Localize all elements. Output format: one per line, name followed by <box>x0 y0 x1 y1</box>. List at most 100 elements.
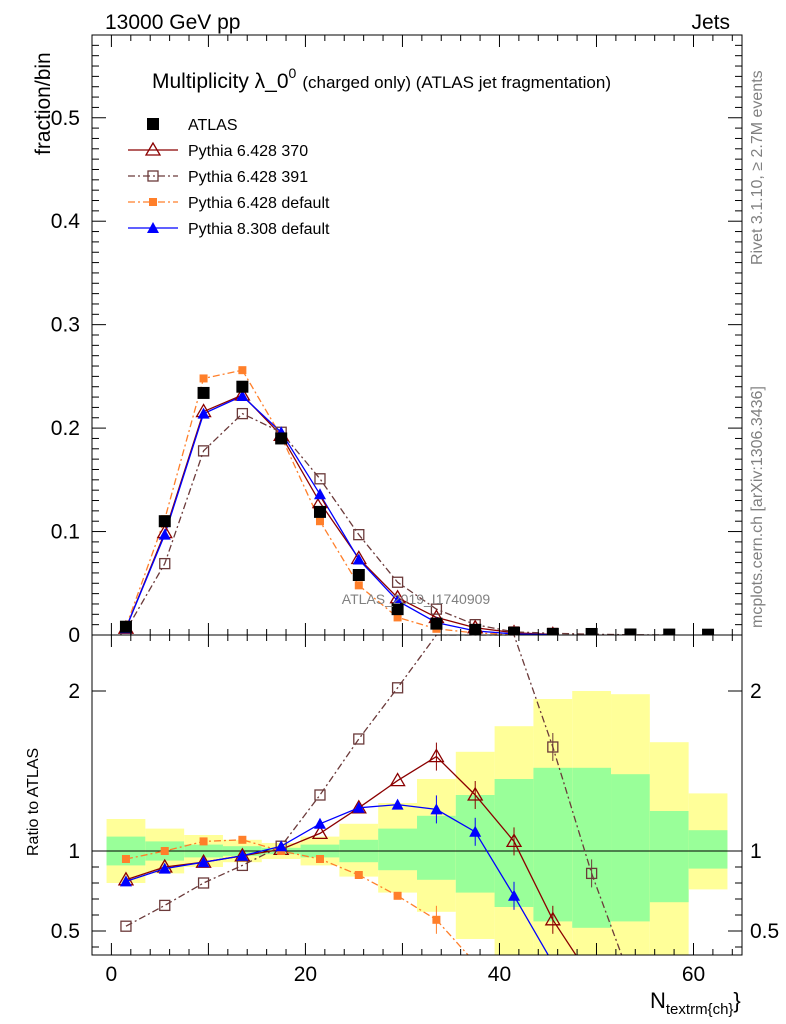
data-point-0 <box>313 505 326 518</box>
y-tick-label: 0 <box>68 624 80 647</box>
data-point-0 <box>236 380 249 393</box>
y-tick-label: 0.5 <box>51 107 80 130</box>
ratio-uncertainty-bands <box>92 691 742 955</box>
ratio-point-4 <box>469 825 482 837</box>
legend-label: Pythia 6.428 391 <box>188 169 308 186</box>
ratio-point-4 <box>508 889 521 901</box>
ratio-band-inner <box>688 830 728 869</box>
y-axis-label: fraction/bin <box>32 52 55 155</box>
ratio-point-4 <box>313 817 326 829</box>
ratio-point-3 <box>121 855 130 863</box>
ratio-line-2 <box>125 635 623 955</box>
ratio-point-3 <box>160 847 169 855</box>
ratio-point-2 <box>547 741 559 753</box>
series-line-2 <box>125 412 670 635</box>
ratio-panel-series <box>117 635 623 955</box>
data-point-2 <box>353 529 365 541</box>
ratio-tick-label: 2 <box>68 680 80 703</box>
rivet-version-label: Rivet 3.1.10, ≥ 2.7M events <box>749 70 766 265</box>
legend-marker <box>147 170 159 182</box>
ratio-axis-label: Ratio to ATLAS <box>25 748 42 856</box>
ratio-tick-label: 1 <box>68 840 80 863</box>
x-tick-label: 20 <box>294 963 317 986</box>
data-point-0 <box>391 603 404 616</box>
data-point-3 <box>238 366 247 375</box>
data-point-0 <box>275 432 288 445</box>
y-tick-label: 0.3 <box>51 314 80 337</box>
ratio-point-2 <box>197 877 210 889</box>
ratio-point-1 <box>428 748 445 763</box>
data-point-0 <box>624 628 637 635</box>
data-point-0 <box>663 628 676 635</box>
ratio-tick-label: 0.5 <box>51 920 80 943</box>
legend-label: Pythia 6.428 370 <box>188 143 308 160</box>
data-point-3 <box>315 517 324 526</box>
ratio-point-3 <box>315 855 324 863</box>
source-label: mcplots.cern.ch [arXiv:1306.3436] <box>749 386 766 628</box>
data-point-2 <box>314 473 326 485</box>
axis-ticks: 0 20 40 60 0 0.1 0.2 0.3 0.4 0.5 0.5 0.5 1 1 2 2 <box>51 35 779 986</box>
ratio-band-inner <box>533 767 573 922</box>
ratio-point-4 <box>236 849 249 861</box>
ratio-point-2 <box>391 682 404 694</box>
ratio-point-3 <box>432 915 441 924</box>
ratio-point-1 <box>389 772 406 787</box>
analysis-watermark: ATLAS_2019_I1740909 <box>342 591 491 607</box>
data-point-2 <box>159 557 171 570</box>
data-point-0 <box>352 569 365 581</box>
data-point-4 <box>313 488 326 500</box>
ratio-point-2 <box>159 899 171 912</box>
x-axis-label: Ntextrm{ch}} <box>650 988 741 1018</box>
ratio-tick-label-right: 0.5 <box>750 920 779 943</box>
data-point-2 <box>430 603 443 615</box>
ratio-point-2 <box>353 733 365 745</box>
ratio-line-4 <box>125 803 549 955</box>
data-point-0 <box>119 620 132 633</box>
x-tick-label: 60 <box>682 963 705 986</box>
legend-marker <box>144 141 162 156</box>
ratio-band-inner <box>417 815 456 880</box>
legend-marker <box>147 118 159 130</box>
legend: ATLAS Pythia 6.428 370 Pythia 6.428 391 Pyt… <box>128 117 330 238</box>
legend-label: ATLAS <box>188 117 238 134</box>
ratio-panel-frame <box>91 634 743 956</box>
ratio-point-2 <box>314 789 326 801</box>
ratio-band-inner <box>649 811 689 903</box>
chart-title: Multiplicity λ_00 (charged only) (ATLAS j… <box>152 65 611 93</box>
ratio-tick-label-right: 1 <box>750 840 762 863</box>
energy-label: 13000 GeV pp <box>105 11 240 34</box>
data-point-3 <box>354 581 363 590</box>
legend-label: Pythia 8.308 default <box>188 221 330 238</box>
ratio-point-3 <box>199 837 208 846</box>
ratio-point-1 <box>544 911 561 926</box>
ratio-tick-label-right: 2 <box>750 680 762 703</box>
data-point-4 <box>197 407 210 419</box>
ratio-point-2 <box>585 867 598 880</box>
x-tick-label: 0 <box>106 963 118 986</box>
ratio-point-4 <box>352 801 365 813</box>
data-point-4 <box>391 594 404 606</box>
main-panel-series <box>117 366 715 635</box>
y-tick-label: 0.2 <box>51 417 80 440</box>
ratio-point-4 <box>391 798 404 810</box>
data-point-0 <box>430 617 443 630</box>
ratio-point-3 <box>393 891 402 900</box>
y-tick-label: 0.1 <box>51 521 80 544</box>
data-point-0 <box>508 626 521 635</box>
ratio-band-inner <box>378 828 417 871</box>
ratio-point-1 <box>467 786 484 801</box>
data-point-0 <box>546 627 559 635</box>
data-point-0 <box>158 515 171 528</box>
ratio-point-4 <box>430 803 443 815</box>
legend-label: Pythia 6.428 default <box>188 195 330 212</box>
data-point-4 <box>158 528 171 540</box>
ratio-point-4 <box>275 840 288 852</box>
data-point-3 <box>393 613 402 622</box>
data-point-0 <box>585 627 598 635</box>
data-point-2 <box>236 407 249 420</box>
ratio-band-inner <box>572 767 612 928</box>
ratio-point-3 <box>238 835 247 844</box>
ratio-point-4 <box>197 856 210 868</box>
ratio-point-4 <box>119 875 132 887</box>
